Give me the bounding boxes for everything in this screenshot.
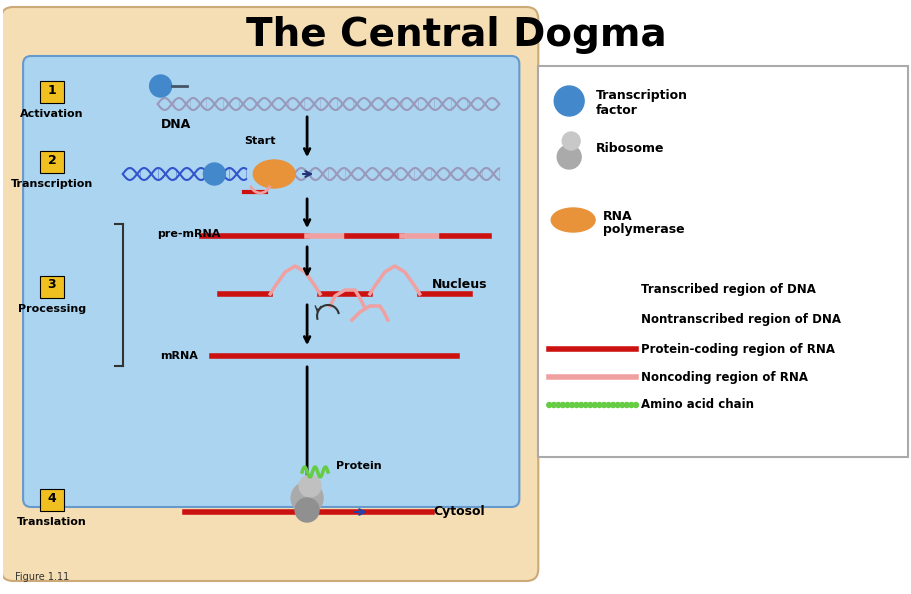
Text: 1: 1 — [47, 84, 56, 96]
Circle shape — [292, 482, 323, 514]
Circle shape — [560, 403, 566, 407]
Circle shape — [554, 86, 584, 116]
Text: Transcription: Transcription — [596, 90, 688, 103]
Text: pre-mRNA: pre-mRNA — [158, 229, 221, 239]
Text: polymerase: polymerase — [603, 223, 685, 236]
Text: Protein: Protein — [336, 461, 382, 471]
Text: Nontranscribed region of DNA: Nontranscribed region of DNA — [641, 312, 841, 326]
Circle shape — [551, 403, 557, 407]
Circle shape — [629, 403, 634, 407]
Text: Activation: Activation — [20, 109, 84, 119]
Text: Noncoding region of RNA: Noncoding region of RNA — [641, 371, 808, 384]
Text: Processing: Processing — [18, 304, 86, 314]
Circle shape — [295, 498, 319, 522]
Text: Amino acid chain: Amino acid chain — [641, 399, 754, 412]
Circle shape — [578, 403, 584, 407]
Circle shape — [624, 403, 630, 407]
Circle shape — [558, 145, 581, 169]
Circle shape — [597, 403, 602, 407]
Circle shape — [615, 403, 620, 407]
Circle shape — [601, 403, 607, 407]
Circle shape — [203, 163, 225, 185]
FancyBboxPatch shape — [538, 66, 908, 457]
Circle shape — [299, 475, 321, 497]
FancyBboxPatch shape — [40, 276, 64, 298]
Text: Figure 1.11: Figure 1.11 — [15, 572, 69, 582]
Text: RNA: RNA — [603, 210, 633, 223]
Circle shape — [592, 403, 598, 407]
Text: 4: 4 — [47, 491, 56, 504]
Ellipse shape — [253, 160, 295, 188]
Circle shape — [562, 132, 580, 150]
Text: DNA: DNA — [160, 118, 190, 131]
Text: Protein-coding region of RNA: Protein-coding region of RNA — [641, 343, 835, 355]
Circle shape — [610, 403, 616, 407]
Circle shape — [574, 403, 579, 407]
Text: mRNA: mRNA — [160, 351, 199, 361]
Text: Cytosol: Cytosol — [434, 505, 486, 519]
Circle shape — [619, 403, 625, 407]
Ellipse shape — [551, 208, 595, 232]
Circle shape — [588, 403, 593, 407]
Text: Ribosome: Ribosome — [596, 143, 665, 156]
Text: Transcription: Transcription — [11, 179, 93, 189]
FancyBboxPatch shape — [23, 56, 519, 507]
Text: Start: Start — [244, 136, 276, 146]
FancyBboxPatch shape — [40, 81, 64, 103]
Circle shape — [556, 403, 561, 407]
Circle shape — [583, 403, 589, 407]
Circle shape — [633, 403, 639, 407]
FancyBboxPatch shape — [40, 151, 64, 173]
Text: factor: factor — [596, 103, 638, 116]
Text: Transcribed region of DNA: Transcribed region of DNA — [641, 283, 816, 295]
Text: The Central Dogma: The Central Dogma — [246, 16, 667, 54]
Circle shape — [547, 403, 552, 407]
Text: 2: 2 — [47, 153, 56, 166]
Circle shape — [565, 403, 570, 407]
Text: 3: 3 — [47, 279, 56, 292]
Circle shape — [569, 403, 575, 407]
FancyBboxPatch shape — [40, 489, 64, 511]
Circle shape — [606, 403, 611, 407]
FancyBboxPatch shape — [1, 7, 538, 581]
Text: Translation: Translation — [17, 517, 87, 527]
Text: Nucleus: Nucleus — [432, 277, 487, 290]
Circle shape — [149, 75, 171, 97]
